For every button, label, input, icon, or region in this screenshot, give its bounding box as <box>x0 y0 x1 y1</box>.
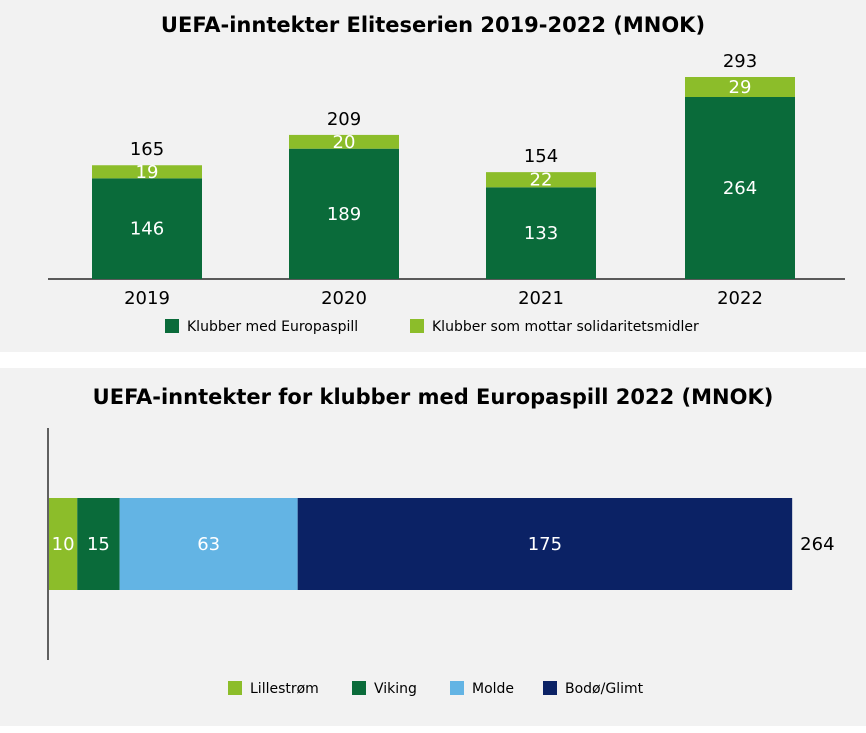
x-tick-label: 2021 <box>518 288 564 309</box>
bar-segment <box>92 178 202 279</box>
value-label: 20 <box>333 132 356 153</box>
bar-segment <box>297 498 793 590</box>
value-label: 63 <box>197 534 220 555</box>
value-label: 133 <box>524 223 558 244</box>
bar-segment <box>685 96 795 280</box>
legend-label: Bodø/Glimt <box>565 681 644 697</box>
x-tick-label: 2022 <box>717 288 763 309</box>
chart-title: UEFA-inntekter for klubber med Europaspi… <box>93 385 774 409</box>
bar-segment <box>119 498 298 590</box>
legend-swatch <box>228 681 242 695</box>
value-label: 146 <box>130 219 164 240</box>
total-label: 264 <box>800 534 834 555</box>
total-label: 165 <box>130 139 164 160</box>
legend-label: Molde <box>472 681 514 697</box>
legend-swatch <box>352 681 366 695</box>
bar-segment <box>289 134 399 149</box>
x-tick-label: 2020 <box>321 288 367 309</box>
legend-label: Klubber med Europaspill <box>187 319 358 335</box>
legend-swatch <box>410 319 424 333</box>
legend-label: Klubber som mottar solidaritetsmidler <box>432 319 699 335</box>
bar-segment <box>49 498 78 590</box>
bar-segment <box>77 498 120 590</box>
value-label: 22 <box>530 170 553 191</box>
total-label: 209 <box>327 109 361 130</box>
legend-label: Viking <box>374 681 417 697</box>
value-label: 189 <box>327 204 361 225</box>
legend-label: Lillestrøm <box>250 681 319 697</box>
x-tick-label: 2019 <box>124 288 170 309</box>
bar-segment <box>486 187 596 279</box>
total-label: 293 <box>723 51 757 72</box>
legend-swatch <box>543 681 557 695</box>
legend-swatch <box>165 319 179 333</box>
chart-title: UEFA-inntekter Eliteserien 2019-2022 (MN… <box>161 13 705 37</box>
bar-segment <box>92 165 202 179</box>
total-label: 154 <box>524 146 558 167</box>
bar-segment <box>289 148 399 279</box>
bar-segment <box>486 172 596 188</box>
value-label: 175 <box>528 534 562 555</box>
bar-segment <box>685 77 795 97</box>
value-label: 10 <box>52 534 75 555</box>
value-label: 29 <box>729 77 752 98</box>
legend-swatch <box>450 681 464 695</box>
value-label: 15 <box>87 534 110 555</box>
value-label: 264 <box>723 178 757 199</box>
value-label: 19 <box>136 162 159 183</box>
